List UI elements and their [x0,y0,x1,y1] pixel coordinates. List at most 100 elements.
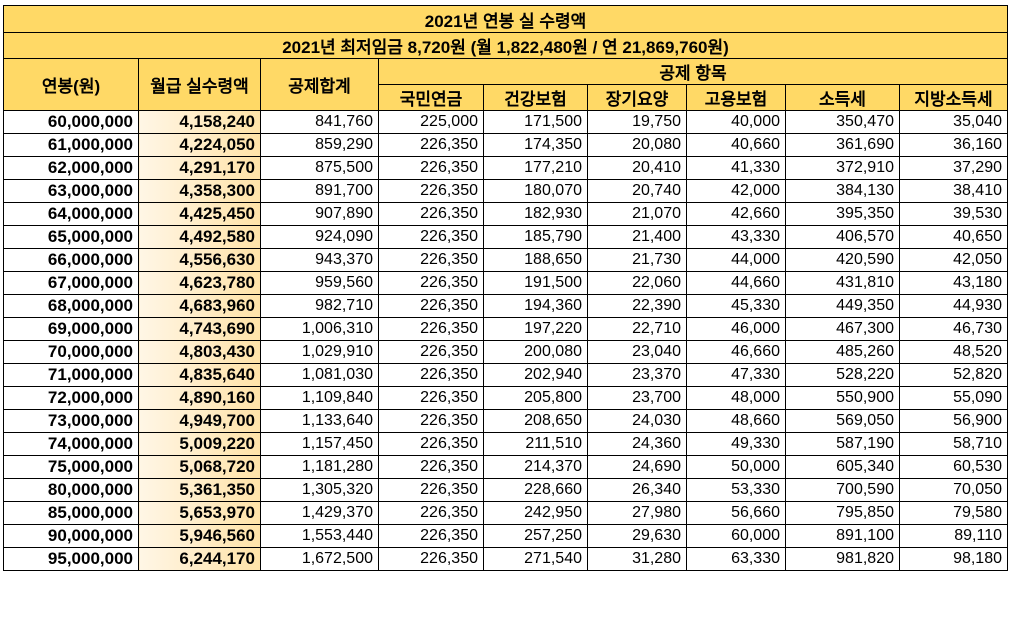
cell-total-deduction: 891,700 [260,179,379,203]
header-deduction-items: 공제 항목 [378,58,1008,85]
table-row: 64,000,000 4,425,450 907,890 226,350 182,930… [3,202,1008,226]
cell-national-pension: 226,350 [378,524,484,548]
cell-national-pension: 226,350 [378,133,484,157]
cell-income-tax: 449,350 [785,294,900,318]
cell-national-pension: 226,350 [378,294,484,318]
cell-employment-insurance: 41,330 [686,156,786,180]
table-row: 67,000,000 4,623,780 959,560 226,350 191,500… [3,271,1008,295]
cell-national-pension: 226,350 [378,363,484,387]
cell-salary: 61,000,000 [3,133,139,157]
table-row: 61,000,000 4,224,050 859,290 226,350 174,350… [3,133,1008,157]
cell-net-monthly: 5,653,970 [138,501,261,525]
cell-local-income-tax: 43,180 [899,271,1008,295]
cell-net-monthly: 4,358,300 [138,179,261,203]
cell-employment-insurance: 47,330 [686,363,786,387]
cell-salary: 74,000,000 [3,432,139,456]
cell-employment-insurance: 40,000 [686,110,786,134]
cell-long-term-care: 24,360 [587,432,687,456]
cell-local-income-tax: 55,090 [899,386,1008,410]
cell-salary: 67,000,000 [3,271,139,295]
cell-health-insurance: 202,940 [483,363,588,387]
cell-total-deduction: 1,109,840 [260,386,379,410]
cell-net-monthly: 5,361,350 [138,478,261,502]
cell-salary: 68,000,000 [3,294,139,318]
table-row: 71,000,000 4,835,640 1,081,030 226,350 202,9… [3,363,1008,387]
cell-salary: 69,000,000 [3,317,139,341]
cell-employment-insurance: 44,660 [686,271,786,295]
cell-health-insurance: 208,650 [483,409,588,433]
table-row: 72,000,000 4,890,160 1,109,840 226,350 205,8… [3,386,1008,410]
cell-total-deduction: 1,553,440 [260,524,379,548]
cell-local-income-tax: 38,410 [899,179,1008,203]
cell-local-income-tax: 39,530 [899,202,1008,226]
cell-income-tax: 467,300 [785,317,900,341]
cell-national-pension: 226,350 [378,547,484,571]
cell-salary: 72,000,000 [3,386,139,410]
cell-national-pension: 226,350 [378,248,484,272]
cell-national-pension: 226,350 [378,386,484,410]
cell-long-term-care: 22,390 [587,294,687,318]
cell-national-pension: 226,350 [378,432,484,456]
cell-income-tax: 372,910 [785,156,900,180]
cell-long-term-care: 22,710 [587,317,687,341]
cell-health-insurance: 271,540 [483,547,588,571]
cell-long-term-care: 31,280 [587,547,687,571]
table-body: 60,000,000 4,158,240 841,760 225,000 171,500… [3,110,1008,571]
cell-net-monthly: 4,556,630 [138,248,261,272]
cell-long-term-care: 23,040 [587,340,687,364]
cell-salary: 60,000,000 [3,110,139,134]
cell-total-deduction: 1,081,030 [260,363,379,387]
cell-salary: 85,000,000 [3,501,139,525]
cell-health-insurance: 242,950 [483,501,588,525]
cell-net-monthly: 4,623,780 [138,271,261,295]
cell-total-deduction: 1,672,500 [260,547,379,571]
cell-health-insurance: 185,790 [483,225,588,249]
cell-income-tax: 569,050 [785,409,900,433]
cell-employment-insurance: 42,660 [686,202,786,226]
cell-salary: 64,000,000 [3,202,139,226]
cell-health-insurance: 228,660 [483,478,588,502]
cell-local-income-tax: 46,730 [899,317,1008,341]
cell-income-tax: 981,820 [785,547,900,571]
header-local-income-tax: 지방소득세 [899,84,1008,111]
cell-employment-insurance: 44,000 [686,248,786,272]
cell-net-monthly: 4,425,450 [138,202,261,226]
cell-long-term-care: 24,030 [587,409,687,433]
cell-health-insurance: 174,350 [483,133,588,157]
cell-net-monthly: 4,158,240 [138,110,261,134]
cell-long-term-care: 26,340 [587,478,687,502]
cell-salary: 80,000,000 [3,478,139,502]
cell-net-monthly: 4,291,170 [138,156,261,180]
cell-long-term-care: 24,690 [587,455,687,479]
cell-local-income-tax: 52,820 [899,363,1008,387]
cell-long-term-care: 23,700 [587,386,687,410]
cell-income-tax: 361,690 [785,133,900,157]
cell-employment-insurance: 63,330 [686,547,786,571]
cell-net-monthly: 5,068,720 [138,455,261,479]
cell-long-term-care: 27,980 [587,501,687,525]
cell-income-tax: 431,810 [785,271,900,295]
cell-net-monthly: 6,244,170 [138,547,261,571]
cell-total-deduction: 1,006,310 [260,317,379,341]
cell-net-monthly: 5,009,220 [138,432,261,456]
cell-national-pension: 226,350 [378,455,484,479]
cell-long-term-care: 22,060 [587,271,687,295]
cell-local-income-tax: 79,580 [899,501,1008,525]
cell-long-term-care: 19,750 [587,110,687,134]
cell-total-deduction: 924,090 [260,225,379,249]
cell-employment-insurance: 40,660 [686,133,786,157]
table-row: 74,000,000 5,009,220 1,157,450 226,350 211,5… [3,432,1008,456]
cell-local-income-tax: 70,050 [899,478,1008,502]
cell-national-pension: 226,350 [378,478,484,502]
table-row: 60,000,000 4,158,240 841,760 225,000 171,500… [3,110,1008,134]
cell-long-term-care: 21,070 [587,202,687,226]
table-row: 95,000,000 6,244,170 1,672,500 226,350 271,5… [3,547,1008,571]
cell-net-monthly: 4,803,430 [138,340,261,364]
cell-employment-insurance: 60,000 [686,524,786,548]
header-employment-insurance: 고용보험 [686,84,786,111]
cell-local-income-tax: 89,110 [899,524,1008,548]
cell-health-insurance: 211,510 [483,432,588,456]
cell-total-deduction: 841,760 [260,110,379,134]
cell-total-deduction: 1,429,370 [260,501,379,525]
cell-total-deduction: 859,290 [260,133,379,157]
